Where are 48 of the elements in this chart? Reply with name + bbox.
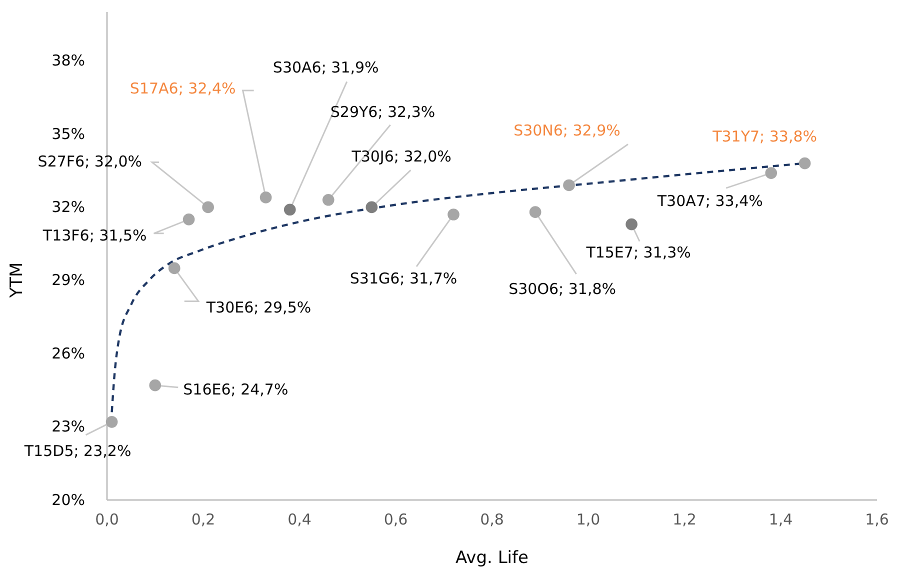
annotation: S30A6; 31,9% (272, 58, 379, 77)
x-tick-label: 0,6 (384, 510, 408, 529)
point (106, 416, 118, 428)
y-tick-label: 23% (52, 418, 85, 436)
point (149, 379, 162, 392)
y-tick-label: 26% (52, 344, 85, 362)
y-tick-label: 20% (52, 490, 85, 509)
x-axis-title: Avg. Life (456, 548, 528, 568)
x-tick-label: 1,2 (672, 510, 696, 529)
annotation: S16E6; 24,7% (183, 380, 288, 398)
point (202, 201, 214, 214)
point (322, 194, 334, 206)
point (626, 218, 638, 230)
annotation: T15E7; 31,3% (585, 243, 691, 262)
annotation: T30J6; 32,0% (350, 147, 452, 166)
annotation: S31G6; 31,7% (350, 270, 458, 288)
x-tick-label: 1,0 (576, 510, 600, 529)
annotation: T15D5; 23,2% (23, 442, 132, 460)
point (448, 208, 460, 220)
point (563, 179, 575, 192)
point (284, 204, 296, 216)
y-axis-title: YTM (7, 262, 27, 299)
x-tick-label: 1,4 (768, 510, 793, 529)
y-tick-label: 35% (52, 124, 85, 143)
annotation: T30E6; 29,5% (205, 298, 312, 316)
x-tick-label: 0,4 (288, 510, 312, 529)
annotation: S17A6; 32,4% (130, 80, 236, 98)
y-tick-label: 32% (52, 198, 85, 216)
point (182, 213, 195, 226)
point (798, 157, 811, 170)
point (529, 206, 542, 218)
annotation: T31Y7; 33,8% (712, 127, 818, 146)
annotation: S29Y6; 32,3% (330, 102, 436, 121)
annotation: S27F6; 32,0% (38, 152, 142, 170)
annotation: T30A7; 33,4% (656, 192, 763, 210)
x-tick-label: 0,2 (191, 510, 216, 529)
y-tick-label: 29% (52, 271, 85, 290)
x-tick-label: 1,6 (865, 510, 889, 529)
annotation: S30N6; 32,9% (514, 121, 620, 140)
annotation: T13F6; 31,5% (42, 226, 147, 245)
x-tick-label: 0,0 (95, 510, 119, 529)
point (765, 167, 778, 179)
y-tick-label: 38% (52, 52, 85, 70)
x-tick-label: 0,8 (480, 510, 504, 529)
point (260, 192, 272, 204)
point (366, 201, 378, 214)
annotation: S30O6; 31,8% (508, 280, 616, 298)
point (168, 262, 180, 274)
